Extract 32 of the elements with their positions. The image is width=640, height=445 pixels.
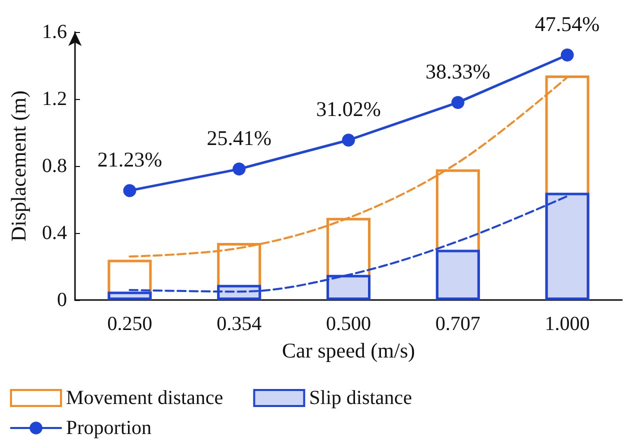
x-tick-label: 0.354 xyxy=(216,313,262,335)
point xyxy=(123,184,136,198)
legend-label: Slip distance xyxy=(309,387,412,409)
y-tick-label: 0.4 xyxy=(42,222,67,244)
point xyxy=(342,134,355,147)
y-tick-label: 0 xyxy=(57,289,67,311)
x-tick-label: 1.000 xyxy=(544,313,590,335)
x-tick-label: 0.500 xyxy=(326,313,371,335)
bar xyxy=(326,274,370,300)
data-label: 38.33% xyxy=(426,59,490,84)
bar xyxy=(217,284,262,300)
data-label: 25.41% xyxy=(206,126,272,150)
data-label: 21.23% xyxy=(97,148,162,172)
y-tick-label: 0.8 xyxy=(42,155,67,177)
data-label: 31.02% xyxy=(316,97,381,122)
bar xyxy=(545,192,590,300)
line-series xyxy=(128,195,568,293)
bar xyxy=(108,260,152,300)
x-tick-label: 0.707 xyxy=(435,313,480,335)
bar xyxy=(108,292,152,300)
point xyxy=(560,48,574,62)
y-axis-title: Displacement (m) xyxy=(6,90,30,242)
x-axis-title: Car speed (m/s) xyxy=(282,338,415,362)
y-tick-label: 1.2 xyxy=(42,88,67,110)
bar xyxy=(436,250,480,300)
y-tick-label: 1.6 xyxy=(42,21,67,43)
point xyxy=(232,162,246,176)
x-tick-label: 0.250 xyxy=(107,313,152,335)
legend-label: Proportion xyxy=(66,417,152,439)
legend-label: Movement distance xyxy=(66,387,224,409)
point xyxy=(451,96,464,109)
data-label: 47.54% xyxy=(534,12,600,36)
